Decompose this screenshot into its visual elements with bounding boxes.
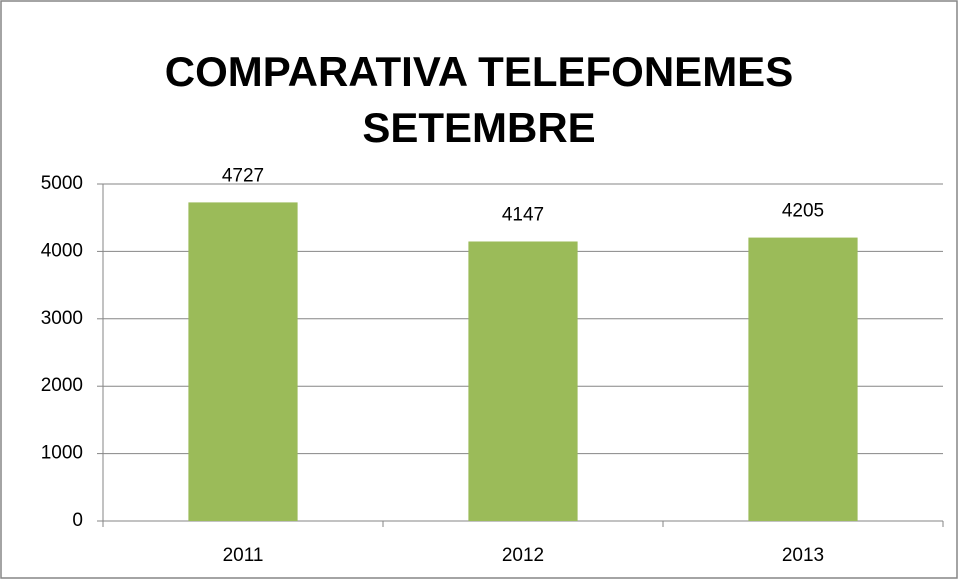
x-tick-label: 2012 (502, 545, 544, 566)
data-label: 4727 (222, 165, 264, 186)
y-tick-label: 2000 (41, 375, 83, 396)
y-tick-label: 3000 (41, 308, 83, 329)
bar (748, 237, 858, 521)
chart-title: COMPARATIVA TELEFONEMES SETEMBRE (164, 48, 794, 151)
y-tick-label: 5000 (41, 173, 83, 194)
x-tick-label: 2011 (223, 545, 264, 566)
x-tick-label: 2013 (782, 545, 824, 566)
data-label: 4205 (782, 201, 824, 222)
y-tick-label: 4000 (41, 240, 83, 261)
y-tick-label: 0 (72, 510, 83, 531)
bar (188, 202, 298, 521)
data-label: 4147 (502, 205, 544, 226)
bar (468, 241, 578, 522)
y-tick-label: 1000 (41, 443, 83, 464)
